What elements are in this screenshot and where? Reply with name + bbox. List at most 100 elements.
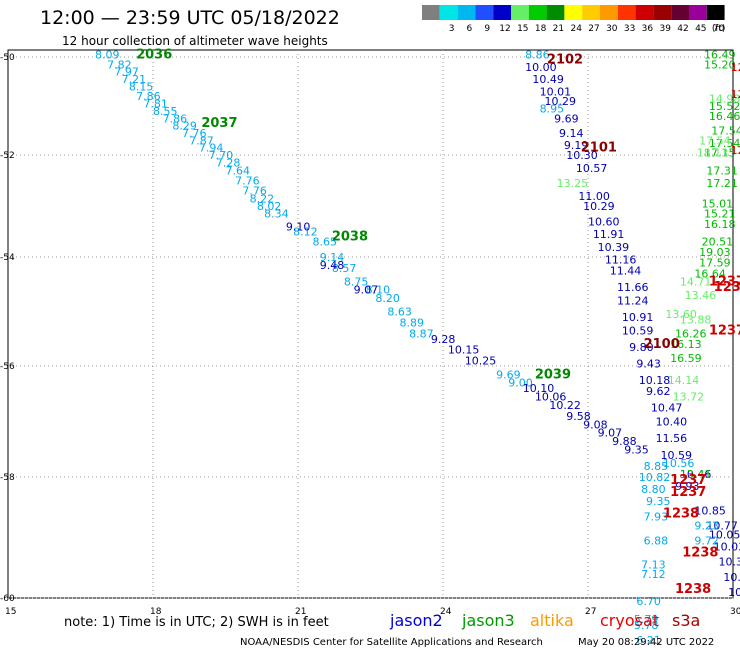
swh-value-label: 6.21 bbox=[636, 634, 661, 647]
swh-value-label: 16.13 bbox=[670, 338, 702, 351]
track-id-label: 2036 bbox=[136, 48, 172, 63]
swh-value-label: 10.40 bbox=[656, 416, 688, 429]
swh-value-label: 10.25 bbox=[465, 355, 497, 368]
lon-tick-label: 15 bbox=[5, 607, 16, 617]
swh-value-label: 8.55 bbox=[153, 105, 178, 118]
swh-value-label: 8.89 bbox=[400, 316, 425, 329]
swh-value-label: 8.75 bbox=[344, 276, 369, 289]
swh-value-label: 8.20 bbox=[375, 292, 400, 305]
swh-value-label: 10.60 bbox=[588, 215, 620, 228]
swh-value-label: 10.46 bbox=[680, 468, 712, 481]
map-grid bbox=[8, 50, 733, 599]
track-id-label: 1237 bbox=[670, 473, 706, 488]
swh-value-label: 13.25 bbox=[557, 177, 589, 190]
swh-value-label: 7.94 bbox=[199, 142, 224, 155]
scale-label: 12 bbox=[499, 24, 510, 34]
swh-value-label: 8.09 bbox=[95, 49, 120, 62]
swh-value-label: 8.80 bbox=[641, 483, 666, 496]
swh-value-label: 10.01 bbox=[540, 85, 572, 98]
swh-value-label: 10.59 bbox=[661, 449, 693, 462]
swh-value-label: 10.05 bbox=[709, 528, 740, 541]
swh-value-label: 10.15 bbox=[448, 344, 480, 357]
swh-value-label: 10.29 bbox=[545, 95, 577, 108]
scale-swatch bbox=[706, 5, 725, 20]
swh-value-label: 12.38 bbox=[731, 144, 740, 157]
swh-value-label: 10.47 bbox=[651, 402, 683, 415]
swh-value-label: 13.46 bbox=[685, 289, 717, 302]
scale-label: 6 bbox=[467, 24, 473, 34]
lon-tick-label: 27 bbox=[585, 607, 596, 617]
swh-value-label: 9.35 bbox=[624, 443, 649, 456]
swh-value-label: 10.22 bbox=[549, 399, 581, 412]
swh-value-label: 9.62 bbox=[646, 385, 671, 398]
swh-value-label: 10.57 bbox=[576, 162, 608, 175]
swh-value-label: 7.76 bbox=[182, 127, 207, 140]
swh-value-label: 9.10 bbox=[286, 220, 311, 233]
swh-value-label: 6.70 bbox=[636, 595, 661, 608]
swh-value-label: 9.07 bbox=[598, 427, 623, 440]
swh-value-label: 15.52 bbox=[709, 100, 740, 113]
swh-value-label: 10.00 bbox=[525, 61, 557, 74]
satellite-legend-cryosat: cryosat bbox=[600, 611, 659, 630]
satellite-legend-jason2: jason2 bbox=[389, 611, 443, 630]
swh-value-label: 10.30 bbox=[719, 556, 740, 569]
swh-value-label: 8.15 bbox=[129, 80, 154, 93]
legend-note: note: 1) Time is in UTC; 2) SWH is in fe… bbox=[64, 615, 329, 630]
swh-value-label: 10.56 bbox=[663, 457, 695, 470]
scale-label: 27 bbox=[588, 24, 599, 34]
track-id-label: 1238 bbox=[663, 506, 699, 521]
swh-value-label: 14.71 bbox=[680, 276, 712, 289]
scale-swatch bbox=[422, 5, 440, 20]
swh-value-label: 8.34 bbox=[264, 208, 289, 221]
scale-label: 18 bbox=[535, 24, 547, 34]
swh-value-label: 7.21 bbox=[122, 73, 147, 86]
swh-value-label: 16.64 bbox=[694, 267, 726, 280]
swh-value-label: 9.35 bbox=[646, 495, 671, 508]
swh-value-label: 7.87 bbox=[189, 134, 214, 147]
scale-swatch bbox=[653, 5, 672, 20]
swh-value-label: 8.65 bbox=[313, 236, 338, 249]
swh-value-label: 9.43 bbox=[636, 357, 661, 370]
swh-value-label: 7.76 bbox=[242, 185, 267, 198]
map-frame bbox=[7, 49, 734, 599]
lat-tick-label: -56 bbox=[0, 362, 15, 372]
track-id-label: 2037 bbox=[201, 116, 237, 131]
swh-value-label: 10.49 bbox=[532, 73, 564, 86]
swh-value-label: 17.54 bbox=[699, 134, 731, 147]
swh-value-label: 12.38 bbox=[731, 61, 740, 74]
swh-value-label: 9.28 bbox=[431, 333, 456, 346]
swh-value-label: 9.08 bbox=[583, 418, 608, 431]
satellite-tracks: 8.097.827.977.218.157.867.818.557.868.29… bbox=[95, 48, 740, 647]
swh-value-label: 7.76 bbox=[235, 175, 260, 188]
swh-value-label: 10.59 bbox=[622, 325, 654, 338]
swh-value-label: 8.10 bbox=[366, 284, 391, 297]
swh-value-label: 16.26 bbox=[675, 327, 707, 340]
swh-value-label: 11.00 bbox=[578, 190, 610, 203]
satellite-legend-altika: altika bbox=[530, 611, 574, 630]
swh-value-label: 10.91 bbox=[622, 311, 654, 324]
scale-swatch bbox=[528, 5, 547, 20]
swh-value-label: 10.5 bbox=[728, 586, 740, 599]
swh-value-label: 9.23 bbox=[694, 519, 719, 532]
swh-value-label: 6.88 bbox=[644, 535, 669, 548]
swh-value-label: 9.00 bbox=[508, 377, 533, 390]
swh-value-label: 10.30 bbox=[566, 149, 598, 162]
swh-value-label: 17.59 bbox=[699, 256, 731, 269]
scale-label: 3 bbox=[449, 24, 455, 34]
swh-value-label: 13.88 bbox=[680, 314, 712, 327]
swh-value-label: 7.97 bbox=[114, 66, 139, 79]
scale-label: 42 bbox=[677, 24, 688, 34]
swh-value-label: 8.12 bbox=[293, 226, 318, 239]
scale-unit: (ft) bbox=[712, 24, 726, 34]
lon-tick-label: 21 bbox=[295, 607, 306, 617]
swh-value-label: 9.14 bbox=[320, 251, 345, 264]
swh-value-label: 10.77 bbox=[706, 519, 738, 532]
scale-swatch bbox=[493, 5, 511, 20]
lon-tick-label: 24 bbox=[440, 607, 452, 617]
swh-value-label: 15.20 bbox=[704, 58, 736, 71]
track-id-label: 1237 bbox=[714, 280, 740, 295]
swh-value-label: 8.63 bbox=[387, 306, 412, 319]
swh-value-label: 7.86 bbox=[136, 90, 161, 103]
lon-tick-label: 30 bbox=[730, 607, 740, 617]
scale-label: 33 bbox=[624, 24, 635, 34]
